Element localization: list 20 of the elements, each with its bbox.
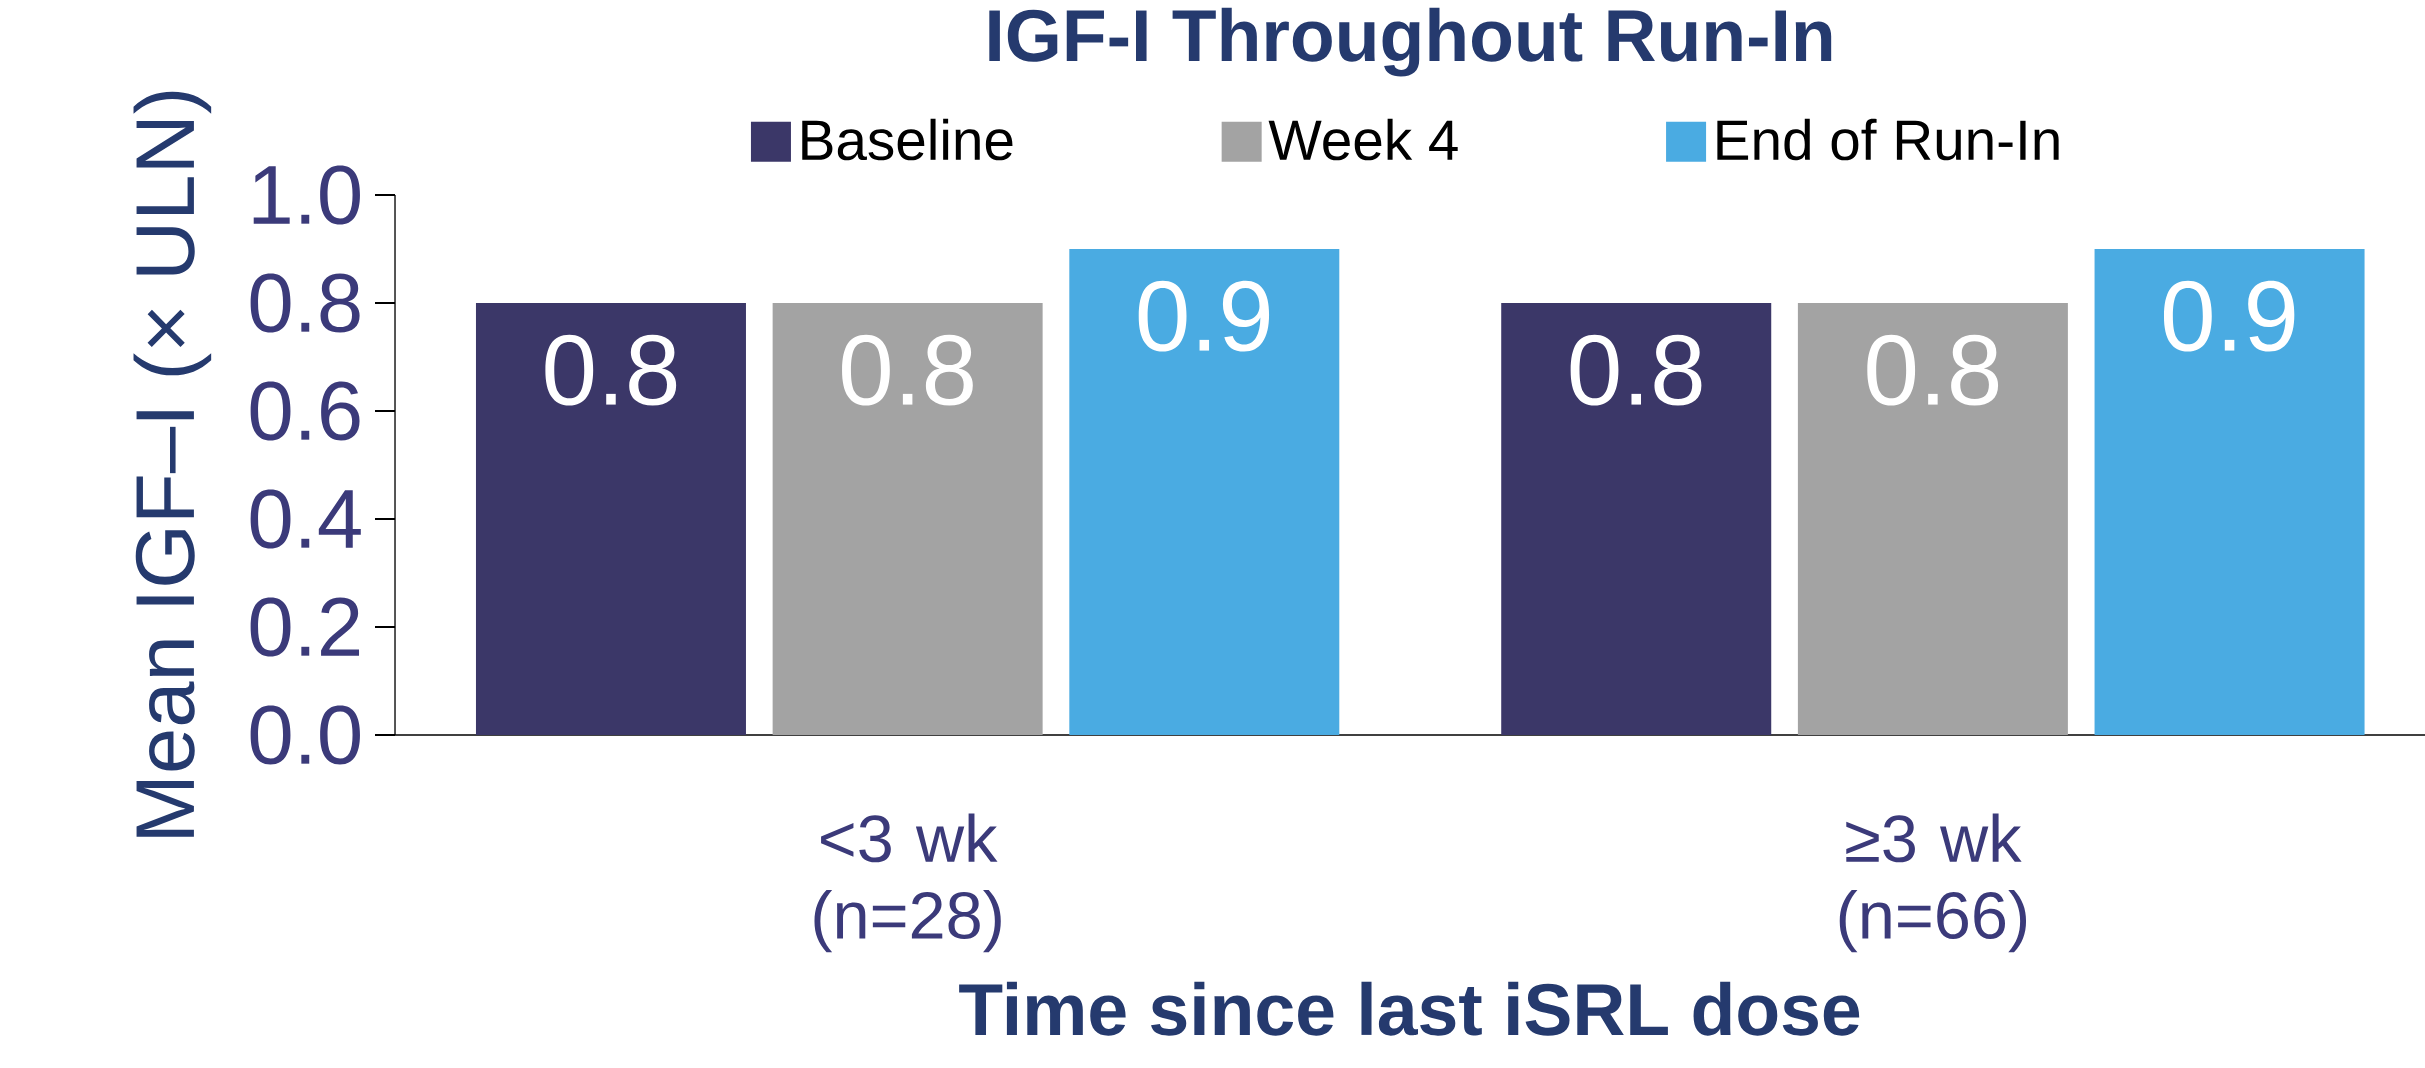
data-label: 0.8 — [1570, 334, 1702, 406]
data-label: 0.8 — [1867, 334, 1999, 406]
y-tick-label: 0.8 — [250, 273, 360, 333]
data-label: 0.8 — [842, 334, 973, 406]
x-tick-label: <3 wk (n=28) — [814, 813, 1001, 953]
x-axis-title: Time since last iSRL dose — [959, 981, 1860, 1036]
legend-label: End of Run-In — [1717, 118, 2059, 161]
data-label: 0.9 — [2163, 280, 2295, 352]
y-tick-label: 0.2 — [250, 597, 360, 657]
y-tick-label: 1.0 — [253, 165, 360, 225]
data-label: 0.8 — [545, 334, 677, 406]
x-tick-label: ≥3 wk (n=66) — [1839, 813, 2027, 953]
chart-title: IGF-I Throughout Run-In — [989, 7, 1832, 77]
y-tick-label: 0.0 — [250, 705, 360, 765]
y-tick-label: 0.6 — [250, 381, 360, 441]
y-axis-title: Mean IGF–I (× ULN) — [133, 91, 212, 837]
legend-label: Week 4 — [1268, 118, 1458, 161]
legend-label: Baseline — [802, 118, 1013, 161]
y-tick-label: 0.4 — [250, 489, 361, 549]
data-label: 0.9 — [1138, 280, 1270, 352]
